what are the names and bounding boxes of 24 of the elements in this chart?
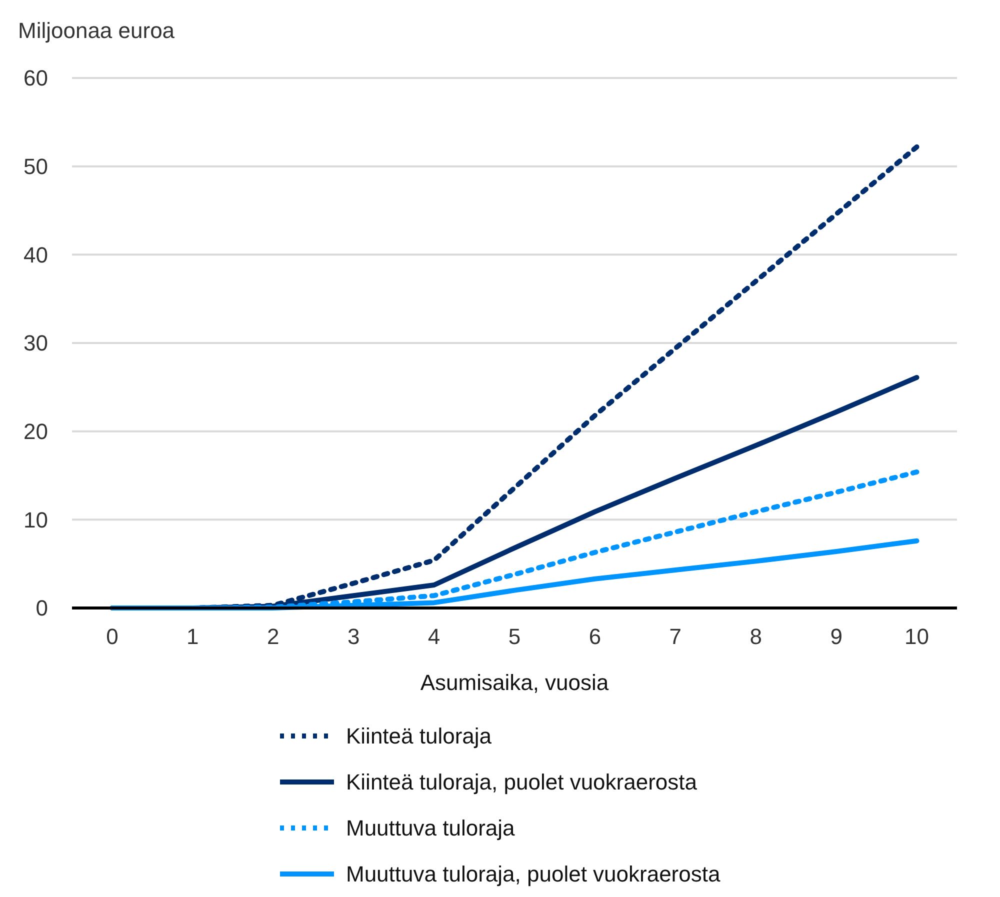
x-tick-label: 10 [904, 624, 930, 649]
x-tick-label: 5 [508, 624, 521, 649]
x-tick-label: 0 [106, 624, 118, 649]
x-tick-label: 3 [347, 624, 360, 649]
y-axis-title: Miljoonaa euroa [18, 18, 176, 43]
x-tick-label: 1 [186, 624, 199, 649]
y-tick-label: 30 [24, 330, 48, 356]
x-tick-label: 9 [830, 624, 842, 649]
legend-label: Muuttuva tuloraja [346, 816, 516, 841]
y-tick-label: 10 [24, 507, 48, 532]
x-tick-label: 2 [267, 624, 280, 649]
y-tick-label: 0 [36, 596, 48, 621]
y-tick-label: 40 [24, 242, 48, 268]
legend-label: Muuttuva tuloraja, puolet vuokraerosta [346, 862, 721, 887]
x-tick-label: 6 [588, 624, 602, 649]
x-tick-label: 4 [428, 624, 440, 649]
x-axis-title: Asumisaika, vuosia [420, 670, 610, 695]
y-tick-label: 60 [24, 66, 48, 91]
y-tick-label: 20 [24, 419, 48, 444]
x-tick-label: 8 [750, 624, 762, 649]
legend-label: Kiinteä tuloraja, puolet vuokraerosta [346, 770, 698, 795]
legend-label: Kiinteä tuloraja [346, 724, 492, 749]
y-tick-label: 50 [24, 154, 48, 180]
x-tick-label: 7 [669, 624, 682, 649]
